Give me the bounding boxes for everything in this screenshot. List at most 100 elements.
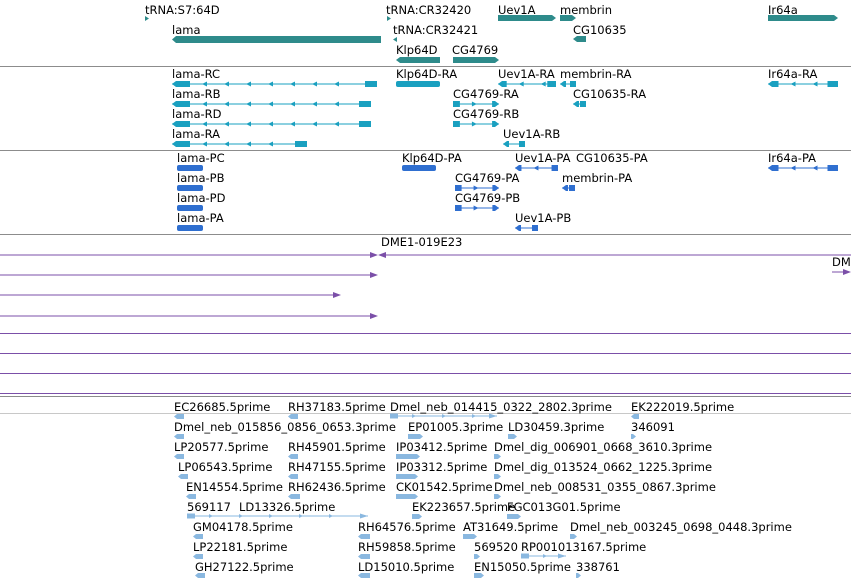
transcript-label[interactable]: lama-RC [172, 67, 221, 81]
gene-feature-glyph[interactable] [385, 14, 393, 23]
protein-label[interactable]: Uev1A-PA [515, 151, 571, 165]
est-feature-glyph[interactable] [184, 492, 198, 501]
gene-label[interactable]: membrin [560, 3, 612, 17]
est-label[interactable]: LD15010.5prime [358, 560, 455, 574]
transcript-label[interactable]: lama-RD [172, 107, 222, 121]
protein-label[interactable]: CG4769-PB [455, 191, 521, 205]
transcript-label[interactable]: lama-RB [172, 87, 221, 101]
clone-feature-glyph[interactable] [0, 290, 343, 300]
gene-label[interactable]: Uev1A [498, 3, 536, 17]
clone-feature-glyph[interactable] [0, 250, 380, 260]
est-feature-glyph[interactable] [574, 571, 583, 580]
gene-feature-glyph[interactable] [766, 13, 840, 23]
protein-feature-glyph[interactable] [175, 163, 205, 173]
est-label[interactable]: 569520 [474, 540, 518, 554]
transcript-feature-glyph[interactable] [394, 79, 442, 89]
est-label[interactable]: LP22181.5prime [193, 540, 288, 554]
est-feature-glyph[interactable] [172, 452, 186, 461]
transcript-feature-glyph[interactable] [451, 119, 501, 129]
gene-label[interactable]: CG4769 [452, 43, 499, 57]
protein-label[interactable]: lama-PB [177, 171, 225, 185]
protein-feature-glyph[interactable] [453, 183, 501, 193]
est-feature-glyph[interactable] [185, 511, 370, 521]
est-feature-glyph[interactable] [286, 412, 300, 421]
transcript-feature-glyph[interactable] [496, 79, 558, 89]
est-feature-glyph[interactable] [356, 552, 372, 561]
transcript-feature-glyph[interactable] [170, 119, 373, 129]
est-feature-glyph[interactable] [629, 432, 638, 441]
gene-feature-glyph[interactable] [451, 55, 501, 65]
est-feature-glyph[interactable] [286, 472, 300, 481]
est-feature-glyph[interactable] [394, 472, 420, 481]
gene-feature-glyph[interactable] [571, 34, 588, 44]
est-feature-glyph[interactable] [492, 472, 503, 481]
gene-feature-glyph[interactable] [143, 14, 151, 23]
est-feature-glyph[interactable] [394, 452, 422, 461]
est-label[interactable]: RH59858.5prime [358, 540, 456, 554]
gene-label[interactable]: lama [172, 23, 201, 37]
est-feature-glyph[interactable] [410, 512, 424, 521]
est-feature-glyph[interactable] [356, 571, 372, 580]
protein-feature-glyph[interactable] [560, 183, 577, 193]
est-feature-glyph[interactable] [461, 532, 479, 541]
protein-label[interactable]: membrin-PA [562, 171, 633, 185]
est-label[interactable]: 346091 [631, 420, 675, 434]
gene-feature-glyph[interactable] [496, 13, 558, 23]
est-label[interactable]: Dmel_dig_006901_0668_3610.3prime [494, 440, 713, 454]
gene-label[interactable]: tRNA:CR32421 [393, 23, 479, 37]
est-label[interactable]: EN15050.5prime [474, 560, 571, 574]
est-feature-glyph[interactable] [568, 532, 579, 541]
gene-label[interactable]: CG10635 [573, 23, 627, 37]
gene-feature-glyph[interactable] [558, 13, 578, 23]
est-label[interactable]: Dmel_neb_015856_0856_0653.3prime [174, 420, 396, 434]
est-feature-glyph[interactable] [172, 432, 186, 441]
transcript-feature-glyph[interactable] [170, 139, 309, 149]
est-label[interactable]: RH37183.5prime [288, 400, 386, 414]
transcript-feature-glyph[interactable] [571, 99, 588, 109]
protein-feature-glyph[interactable] [513, 223, 540, 233]
est-feature-glyph[interactable] [629, 412, 641, 421]
est-feature-glyph[interactable] [472, 552, 482, 561]
est-feature-glyph[interactable] [388, 411, 499, 421]
transcript-label[interactable]: lama-RA [172, 127, 221, 141]
est-label[interactable]: EK222019.5prime [631, 400, 735, 414]
protein-label[interactable]: CG4769-PA [455, 171, 520, 185]
protein-feature-glyph[interactable] [175, 183, 205, 193]
est-label[interactable]: RH64576.5prime [358, 520, 456, 534]
clone-label[interactable]: DME1-019E23 [381, 235, 463, 249]
est-feature-glyph[interactable] [286, 452, 300, 461]
transcript-feature-glyph[interactable] [558, 79, 578, 89]
clone-feature-glyph[interactable] [830, 267, 851, 277]
protein-label[interactable]: Uev1A-PB [515, 211, 572, 225]
est-label[interactable]: GM04178.5prime [193, 520, 293, 534]
gene-label[interactable]: tRNA:S7:64D [145, 3, 220, 17]
est-label[interactable]: CK01542.5prime [396, 480, 493, 494]
clone-label[interactable]: DM [832, 255, 851, 269]
clone-feature-glyph[interactable] [0, 311, 380, 321]
protein-feature-glyph[interactable] [453, 203, 501, 213]
est-feature-glyph[interactable] [519, 551, 568, 561]
est-label[interactable]: EK223657.5prime [412, 500, 516, 514]
est-label[interactable]: RH47155.5prime [288, 460, 386, 474]
est-label[interactable]: EC26685.5prime [174, 400, 271, 414]
est-label[interactable]: GH27122.5prime [195, 560, 294, 574]
transcript-label[interactable]: CG4769-RB [453, 107, 520, 121]
est-label[interactable]: 338761 [576, 560, 620, 574]
est-label[interactable]: LP06543.5prime [178, 460, 273, 474]
est-feature-glyph[interactable] [492, 452, 503, 461]
est-label[interactable]: EP01005.3prime [408, 420, 504, 434]
est-feature-glyph[interactable] [394, 492, 420, 501]
transcript-feature-glyph[interactable] [170, 79, 379, 89]
est-feature-glyph[interactable] [472, 571, 486, 580]
est-label[interactable]: Dmel_neb_014415_0322_2802.3prime [390, 400, 612, 414]
protein-label[interactable]: lama-PD [177, 191, 226, 205]
transcript-label[interactable]: CG4769-RA [453, 87, 519, 101]
transcript-label[interactable]: membrin-RA [560, 67, 632, 81]
protein-label[interactable]: Ir64a-PA [768, 151, 817, 165]
protein-feature-glyph[interactable] [175, 203, 205, 213]
transcript-label[interactable]: CG10635-RA [573, 87, 647, 101]
protein-feature-glyph[interactable] [766, 163, 840, 173]
protein-label[interactable]: lama-PA [177, 211, 224, 225]
est-feature-glyph[interactable] [506, 432, 519, 441]
gene-label[interactable]: Ir64a [768, 3, 798, 17]
